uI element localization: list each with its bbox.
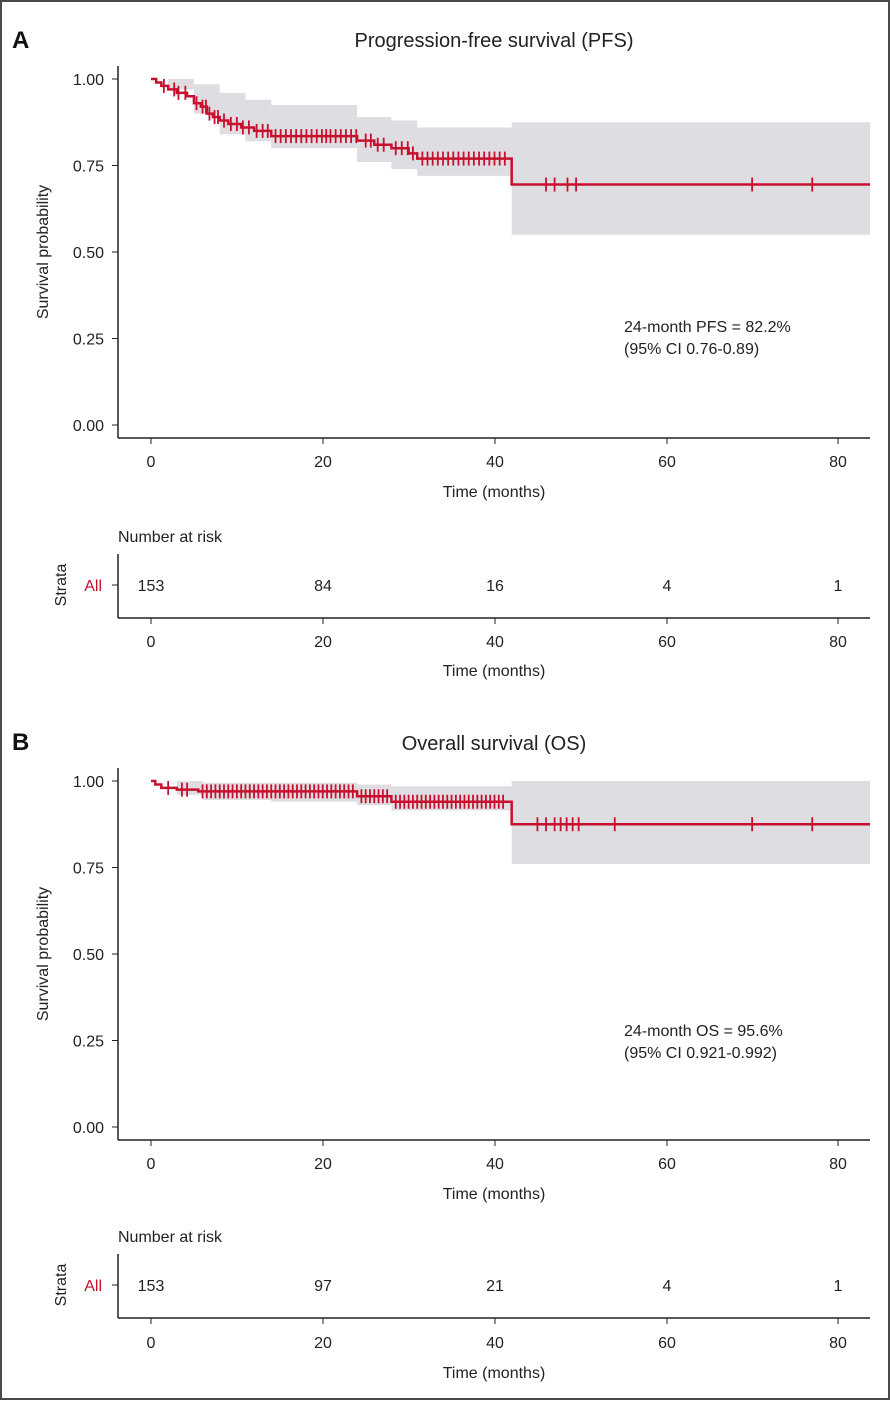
censor-marks-layer — [162, 78, 814, 192]
x-tick-label: 40 — [486, 454, 504, 471]
strata-label: Strata — [53, 564, 70, 607]
x-tick-label: 80 — [829, 1156, 847, 1173]
chart-title-pfs: Progression-free survival (PFS) — [355, 30, 634, 52]
x-axis-label: Time (months) — [443, 484, 546, 501]
y-ticks: 1.00 0.75 0.50 0.25 0.00 — [73, 774, 118, 1137]
y-ticks: 1.00 0.75 0.50 0.25 0.00 — [73, 72, 118, 435]
ci-band — [151, 781, 870, 865]
x-tick-label: 60 — [658, 634, 676, 651]
y-tick-label: 0.50 — [73, 947, 104, 964]
ci-band-layer — [151, 781, 870, 865]
y-tick-label: 0.25 — [73, 1034, 104, 1051]
risk-count: 4 — [663, 578, 672, 595]
x-tick-label: 80 — [829, 634, 847, 651]
risk-count: 153 — [138, 578, 165, 595]
panel-b: B Overall survival (OS) 1.00 0.75 0.50 0… — [12, 729, 870, 1382]
x-tick-label: 60 — [658, 454, 676, 471]
x-tick-label: 20 — [314, 1335, 332, 1352]
strata-label: Strata — [53, 1264, 70, 1307]
risk-count: 153 — [138, 1278, 165, 1295]
panel-letter-b: B — [12, 729, 29, 756]
ci-band-layer — [151, 79, 870, 235]
y-tick-label: 0.75 — [73, 159, 104, 176]
panel-a: A Progression-free survival (PFS) 1.00 0… — [12, 27, 870, 680]
risk-table: Number at risk Strata All 153 97 21 4 1 … — [53, 1229, 870, 1382]
risk-table-heading: Number at risk — [118, 1229, 223, 1246]
risk-table: Number at risk Strata All 153 84 16 4 1 … — [53, 529, 870, 680]
risk-table-x-label: Time (months) — [443, 1365, 546, 1382]
x-tick-label: 0 — [147, 454, 156, 471]
x-tick-label: 60 — [658, 1156, 676, 1173]
x-tick-label: 80 — [829, 1335, 847, 1352]
risk-count: 1 — [834, 1278, 843, 1295]
risk-count: 4 — [663, 1278, 672, 1295]
risk-count: 21 — [486, 1278, 504, 1295]
risk-table-x-label: Time (months) — [443, 663, 546, 680]
x-tick-label: 20 — [314, 454, 332, 471]
risk-count: 1 — [834, 578, 843, 595]
x-tick-label: 20 — [314, 1156, 332, 1173]
x-tick-label: 40 — [486, 1156, 504, 1173]
y-tick-label: 1.00 — [73, 774, 104, 791]
risk-count: 84 — [314, 578, 332, 595]
strata-row-label: All — [84, 578, 102, 595]
x-tick-label: 0 — [147, 634, 156, 651]
risk-count: 16 — [486, 578, 504, 595]
annotation-line-1: 24-month OS = 95.6% — [624, 1023, 783, 1040]
x-tick-label: 0 — [147, 1156, 156, 1173]
x-ticks: 0 20 40 60 80 — [147, 438, 847, 471]
strata-row-label: All — [84, 1278, 102, 1295]
risk-table-heading: Number at risk — [118, 529, 223, 546]
x-ticks: 0 20 40 60 80 — [147, 1140, 847, 1173]
x-tick-label: 80 — [829, 454, 847, 471]
y-tick-label: 0.75 — [73, 861, 104, 878]
y-axis-label: Survival probability — [35, 887, 52, 1021]
y-tick-label: 0.50 — [73, 245, 104, 262]
x-axis-label: Time (months) — [443, 1186, 546, 1203]
x-tick-label: 20 — [314, 634, 332, 651]
annotation-line-1: 24-month PFS = 82.2% — [624, 319, 791, 336]
x-tick-label: 40 — [486, 634, 504, 651]
x-tick-label: 0 — [147, 1335, 156, 1352]
y-axis-label: Survival probability — [35, 185, 52, 319]
risk-count: 97 — [314, 1278, 332, 1295]
ci-band — [151, 79, 870, 235]
x-tick-label: 60 — [658, 1335, 676, 1352]
censor-marks-layer — [167, 780, 814, 832]
y-tick-label: 0.25 — [73, 332, 104, 349]
chart-title-os: Overall survival (OS) — [402, 733, 586, 755]
annotation-line-2: (95% CI 0.921-0.992) — [624, 1045, 777, 1062]
panel-letter-a: A — [12, 27, 29, 54]
y-tick-label: 1.00 — [73, 72, 104, 89]
y-tick-label: 0.00 — [73, 418, 104, 435]
y-tick-label: 0.00 — [73, 1120, 104, 1137]
annotation-line-2: (95% CI 0.76-0.89) — [624, 341, 759, 358]
x-tick-label: 40 — [486, 1335, 504, 1352]
